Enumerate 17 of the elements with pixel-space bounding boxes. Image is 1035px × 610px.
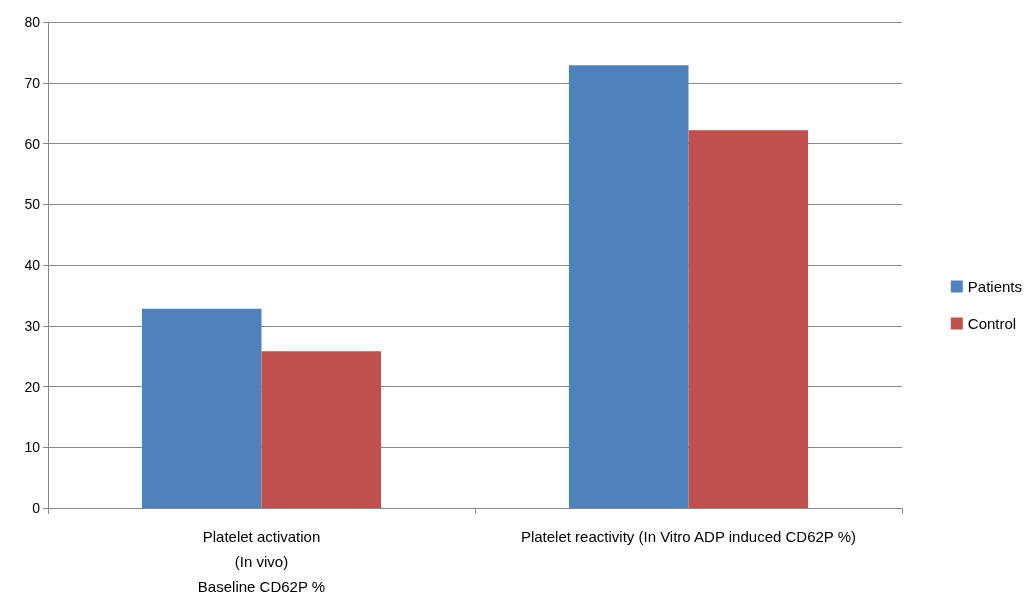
y-tick-label: 50	[24, 196, 41, 213]
legend-label: Patients	[967, 278, 1022, 295]
legend-label: Control	[967, 315, 1017, 332]
y-tick-label: 80	[24, 14, 41, 30]
x-tick-label: Platelet reactivity (In Vitro ADP induced CD62P %)	[520, 528, 857, 545]
y-tick-label: 10	[24, 439, 41, 456]
y-tick-label: 20	[24, 378, 41, 395]
y-tick-label: 60	[24, 135, 41, 152]
bar	[568, 65, 689, 508]
y-tick-label: 0	[32, 500, 41, 516]
bar	[141, 308, 262, 508]
y-tick-label: 70	[24, 74, 41, 91]
bar	[688, 130, 809, 508]
bar	[261, 351, 382, 508]
y-tick-label: 40	[24, 257, 41, 273]
y-tick-label: 30	[24, 317, 41, 334]
x-tick-label: Platelet activation (In vivo) Baseline CD62P %	[197, 528, 326, 595]
